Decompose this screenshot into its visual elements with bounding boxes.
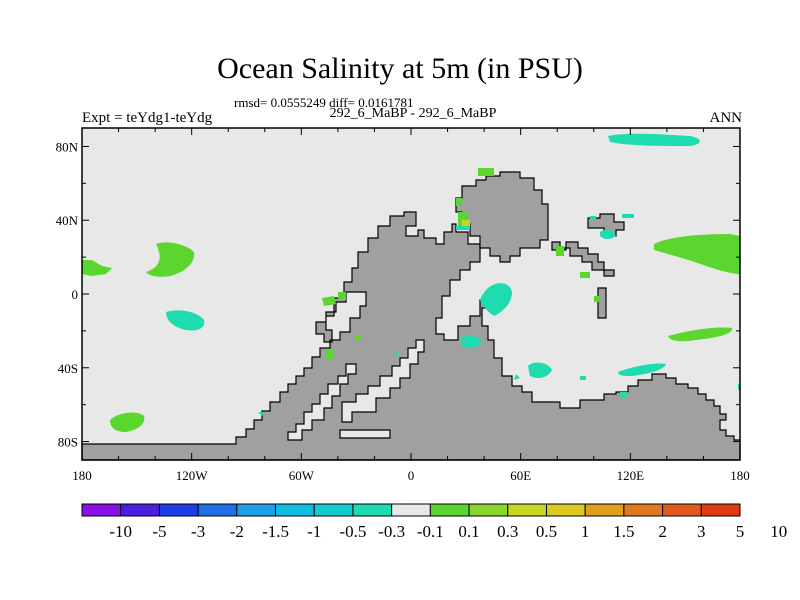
- colorbar-swatch: [507, 503, 547, 517]
- patch-negative-spac-small: [258, 412, 264, 416]
- colorbar-label: 3: [697, 522, 706, 541]
- x-tick-label: 120W: [176, 468, 209, 483]
- land-small-island: [597, 287, 607, 319]
- patch-yellow-med: [462, 220, 470, 226]
- patch-positive-small: [594, 296, 600, 302]
- inlet-weddell: [341, 339, 425, 423]
- y-tick-label: 40S: [58, 361, 78, 376]
- x-tick-label: 60W: [289, 468, 315, 483]
- patch-negative-so-small: [620, 392, 628, 398]
- patch-negative-pacific: [166, 310, 205, 331]
- y-tick-label: 80S: [58, 435, 78, 450]
- patch-positive-npacific-east: [654, 234, 740, 274]
- y-tick-label: 40N: [56, 213, 79, 228]
- colorbar-swatch: [468, 503, 509, 517]
- patch-negative-indian-strip: [514, 374, 520, 380]
- patch-positive-samerica: [326, 350, 334, 360]
- x-tick-label: 180: [730, 468, 750, 483]
- case-subtitle: 292_6_MaBP - 292_6_MaBP: [329, 106, 497, 121]
- colorbar-swatch: [662, 503, 702, 517]
- patch-positive-caribbean: [338, 292, 346, 300]
- patch-negative-indian-south: [528, 362, 552, 378]
- land-americas-antarctica: [81, 211, 741, 461]
- stats-line: rmsd= 0.0555249 diff= 0.0161781: [234, 95, 414, 110]
- patch-negative-indian: [480, 283, 512, 316]
- colorbar-label: -0.3: [378, 522, 405, 541]
- colorbar-label: 10: [770, 522, 787, 541]
- land-east-asia: [551, 241, 615, 277]
- colorbar-label: -5: [152, 522, 166, 541]
- colorbar-swatch: [584, 503, 625, 517]
- colorbar-label: -0.5: [339, 522, 366, 541]
- colorbar-swatch: [429, 503, 470, 517]
- colorbar-label: 0.5: [536, 522, 557, 541]
- land-pacific-island: [587, 213, 625, 237]
- colorbar-label: -3: [191, 522, 205, 541]
- inlet-south-atlantic: [287, 363, 357, 441]
- colorbar-swatch: [623, 503, 664, 517]
- chart-title: Ocean Salinity at 5m (in PSU): [217, 52, 583, 85]
- patch-positive-npacific: [82, 260, 112, 276]
- colorbar-swatch: [352, 503, 393, 517]
- colorbar-label: 5: [736, 522, 745, 541]
- colorbar-swatch: [545, 503, 586, 517]
- patch-negative-atlantic-small: [394, 352, 400, 358]
- colorbar-label: -1.5: [262, 522, 289, 541]
- colorbar-label: -1: [307, 522, 321, 541]
- patch-negative-pacific-small: [590, 216, 596, 220]
- colorbar-swatch: [158, 503, 199, 517]
- patch-positive-gulf: [322, 296, 336, 306]
- x-tick-label: 60E: [510, 468, 531, 483]
- patch-positive-caspian: [456, 198, 462, 206]
- colorbar-label: -2: [230, 522, 244, 541]
- colorbar-label: 1.5: [613, 522, 634, 541]
- inlet-coast-bar: [339, 429, 391, 439]
- axis-ticks: 180 120W 60W 0 60E 120E 180 80N 40N 0 40S 80S: [56, 128, 750, 483]
- y-tick-label: 0: [72, 287, 79, 302]
- patch-negative-so-east: [580, 376, 586, 380]
- colorbar-label: 0.1: [458, 522, 479, 541]
- patch-positive-spacific: [110, 412, 145, 432]
- colorbar-label: -0.1: [417, 522, 444, 541]
- patch-positive-seas: [580, 272, 590, 278]
- y-tick-label: 80N: [56, 139, 79, 154]
- patch-negative-arctic: [608, 133, 700, 146]
- anomaly-patches: [82, 133, 740, 432]
- colorbar-swatch: [700, 503, 741, 517]
- patch-negative-southern: [618, 363, 666, 376]
- colorbar-label: -10: [109, 522, 132, 541]
- x-tick-label: 0: [408, 468, 415, 483]
- patch-negative-jp: [600, 229, 616, 239]
- colorbar: -10 -5 -3 -2 -1.5 -1 -0.5 -0.3 -0.1 0.1 0.3 0.5 1 1.5…: [81, 503, 787, 541]
- patch-negative-med-strip: [456, 226, 470, 230]
- colorbar-swatch: [81, 503, 122, 517]
- colorbar-label: 0.3: [497, 522, 518, 541]
- patch-negative-arabian: [460, 335, 482, 349]
- patch-positive-green-coast: [354, 336, 362, 342]
- colorbar-label: 2: [658, 522, 667, 541]
- colorbar-label: 1: [581, 522, 590, 541]
- patch-negative-nw-pacific: [622, 214, 634, 218]
- colorbar-swatch: [313, 503, 354, 517]
- season-label: ANN: [709, 110, 743, 126]
- patch-positive-eastasia: [556, 246, 564, 256]
- colorbar-swatch: [275, 503, 315, 517]
- x-tick-label: 120E: [617, 468, 645, 483]
- patch-positive-pacific-mid: [146, 242, 195, 277]
- colorbar-swatch: [197, 503, 238, 517]
- experiment-label: Expt = teYdg1-teYdg: [82, 110, 213, 126]
- land-masses: [81, 171, 741, 461]
- colorbar-swatch: [120, 503, 160, 517]
- patch-positive-spacific-east: [668, 327, 733, 342]
- colorbar-swatch: [391, 503, 431, 517]
- ocean-inlets: [287, 339, 425, 441]
- x-tick-label: 180: [72, 468, 92, 483]
- colorbar-swatch: [236, 503, 277, 517]
- patch-positive-black-sea: [478, 168, 494, 176]
